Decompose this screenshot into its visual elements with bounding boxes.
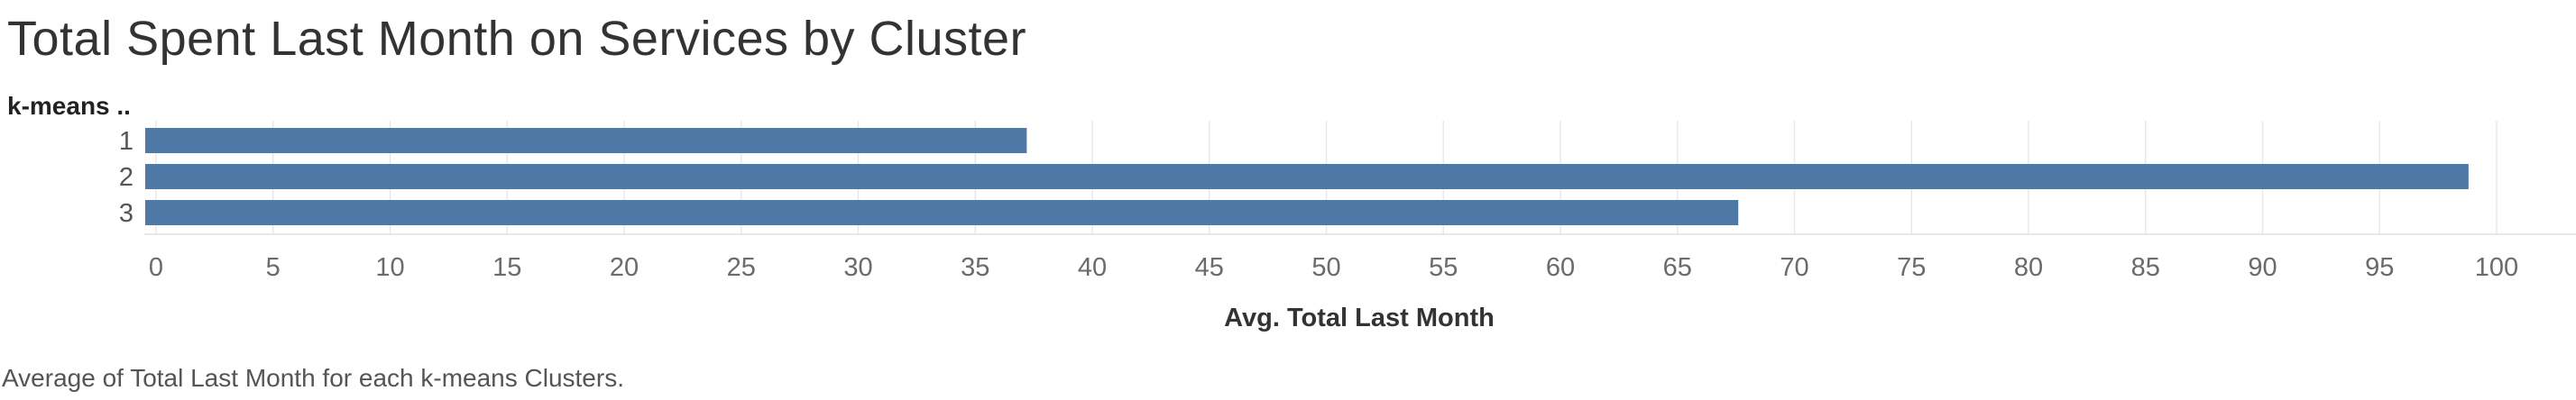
category-label-3: 3 <box>119 199 133 228</box>
x-tick-label-100: 100 <box>2475 253 2518 282</box>
x-tick-label-45: 45 <box>1195 253 1224 282</box>
x-tick-label-95: 95 <box>2365 253 2394 282</box>
x-tick-label-35: 35 <box>961 253 989 282</box>
chart-caption: Average of Total Last Month for each k-m… <box>2 364 624 392</box>
x-axis-ticks: 0 5 10 15 20 25 30 35 40 45 50 55 60 65 70 75 80 85 90 95 10… <box>149 253 2518 282</box>
x-tick-label-0: 0 <box>149 253 163 282</box>
chart-title: Total Spent Last Month on Services by Cl… <box>7 12 1027 66</box>
x-tick-label-65: 65 <box>1663 253 1692 282</box>
x-tick-label-85: 85 <box>2131 253 2160 282</box>
bar-cluster-1[interactable] <box>145 128 1027 153</box>
x-tick-label-60: 60 <box>1546 253 1575 282</box>
category-labels: 1 2 3 <box>119 127 133 228</box>
x-tick-label-80: 80 <box>2014 253 2043 282</box>
x-tick-label-55: 55 <box>1429 253 1458 282</box>
category-label-2: 2 <box>119 163 133 192</box>
x-tick-label-5: 5 <box>266 253 281 282</box>
bars <box>145 128 2469 225</box>
bar-cluster-3[interactable] <box>145 200 1739 225</box>
x-tick-label-30: 30 <box>843 253 872 282</box>
x-tick-label-40: 40 <box>1078 253 1107 282</box>
category-label-1: 1 <box>119 127 133 156</box>
x-axis-title: Avg. Total Last Month <box>1224 304 1495 332</box>
x-tick-label-20: 20 <box>610 253 639 282</box>
x-tick-label-90: 90 <box>2248 253 2277 282</box>
bar-cluster-2[interactable] <box>145 164 2469 189</box>
x-tick-label-50: 50 <box>1311 253 1340 282</box>
x-tick-label-10: 10 <box>375 253 404 282</box>
x-tick-label-75: 75 <box>1897 253 1926 282</box>
x-tick-label-15: 15 <box>492 253 521 282</box>
x-tick-label-25: 25 <box>727 253 756 282</box>
row-header-label[interactable]: k-means .. <box>7 92 131 120</box>
x-tick-label-70: 70 <box>1780 253 1808 282</box>
